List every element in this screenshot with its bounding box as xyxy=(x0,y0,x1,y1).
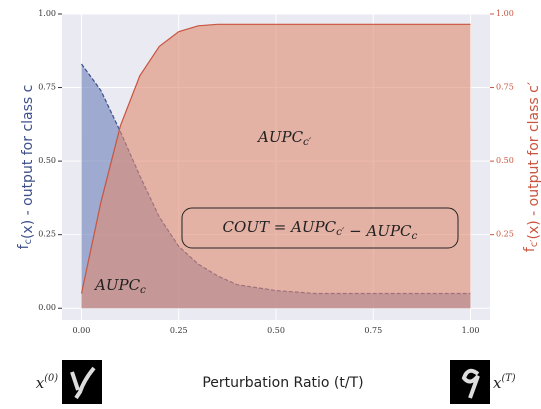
text-part: − AUPC xyxy=(344,222,412,240)
x-tick-label: 0.00 xyxy=(73,326,91,335)
y-tick-label: 0.50 xyxy=(38,156,56,165)
subscript: c′ xyxy=(303,136,312,148)
chart: 0.00 0.25 0.50 0.75 1.00 0.25 0.50 0.75 1.00 0.00… xyxy=(0,0,541,409)
y-tick-label: 1.00 xyxy=(38,9,56,18)
y-tick-label: 0.25 xyxy=(38,230,56,239)
text-part: ) xyxy=(358,375,363,391)
y2-tick-label: 0.25 xyxy=(496,230,514,239)
text-part: c xyxy=(20,85,36,93)
text-part: (x) - output for class xyxy=(526,93,541,240)
y2-tick-label: 0.50 xyxy=(496,156,514,165)
y-axis-label: fc(x) - output for class c xyxy=(16,85,36,250)
superscript: (T) xyxy=(501,373,515,384)
y-tick-label: 0.00 xyxy=(38,303,56,312)
subscript: c′ xyxy=(529,240,540,248)
superscript: (0) xyxy=(44,373,58,384)
y2-axis-label: fc′(x) - output for class c′ xyxy=(522,82,541,252)
text-part: c′ xyxy=(526,82,541,93)
text-part: (x) - output for class xyxy=(20,92,36,239)
subscript: c xyxy=(412,230,418,242)
x-tick-label: 0.25 xyxy=(170,326,188,335)
x-tick-label: 0.75 xyxy=(364,326,382,335)
text-part: AUPC xyxy=(256,128,304,146)
y-tick-label: 0.75 xyxy=(38,83,56,92)
x-tick-label: 0.50 xyxy=(267,326,285,335)
image-label: x(0) xyxy=(36,373,58,393)
text-part: Perturbation Ratio ( xyxy=(202,375,339,391)
text-part: t/T xyxy=(339,375,358,391)
subscript: c xyxy=(140,284,146,296)
text-part: AUPC xyxy=(93,276,141,294)
y2-tick-label: 0.75 xyxy=(496,83,514,92)
annotation: AUPCc xyxy=(93,276,146,296)
x-tick-label: 1.00 xyxy=(462,326,480,335)
digit-image-start xyxy=(62,360,102,404)
image-label: x(T) xyxy=(493,373,516,393)
y2-tick-label: 1.00 xyxy=(496,9,514,18)
text-part: COUT = AUPC xyxy=(223,218,337,236)
x-axis-label: Perturbation Ratio (t/T) xyxy=(202,375,363,391)
